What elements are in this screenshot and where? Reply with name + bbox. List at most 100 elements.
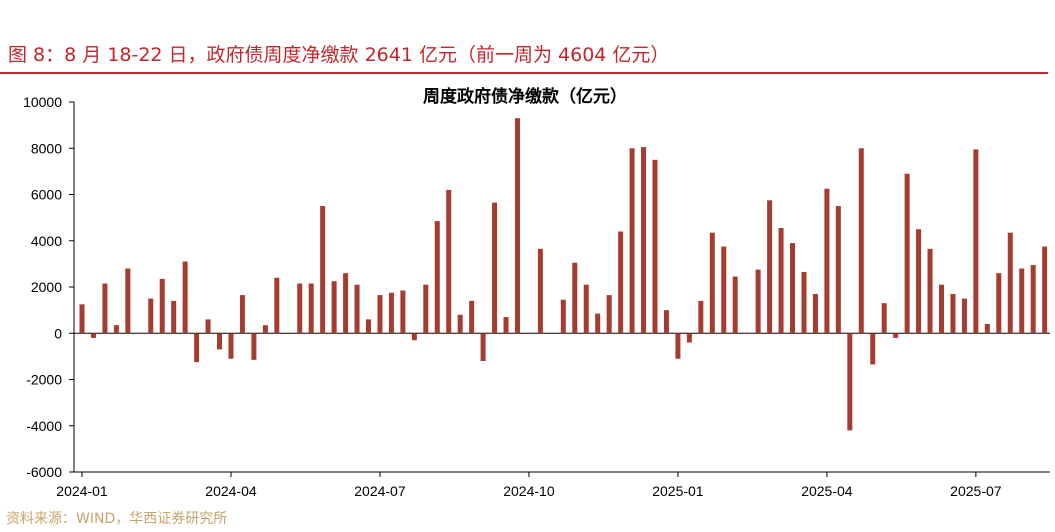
- bar: [251, 333, 257, 360]
- bar: [1019, 268, 1025, 334]
- bar: [148, 298, 154, 334]
- bar: [663, 310, 669, 334]
- bar: [79, 304, 85, 334]
- y-axis: 10000 8000 6000 4000 2000 0 -2000 -4000 -6000: [23, 94, 75, 480]
- bar: [205, 319, 211, 334]
- chart-title: 周度政府债净缴款（亿元）: [423, 86, 627, 107]
- bar: [113, 325, 119, 334]
- bar: [354, 284, 360, 334]
- bar: [1007, 232, 1013, 334]
- bar: [686, 333, 692, 343]
- bar: [320, 206, 326, 334]
- bar: [262, 325, 268, 334]
- source-note: 资料来源：WIND，华西证券研究所: [6, 511, 228, 527]
- bar: [423, 284, 429, 334]
- bar: [629, 148, 635, 334]
- bar: [125, 268, 131, 334]
- bar: [182, 261, 188, 334]
- bar: [560, 299, 566, 334]
- bar: [537, 248, 543, 334]
- bar: [469, 300, 475, 334]
- bar: [228, 333, 234, 359]
- bar: [778, 228, 784, 334]
- bar: [239, 295, 245, 334]
- x-tick-label: 2025-04: [801, 483, 853, 499]
- y-tick-label: 0: [54, 325, 62, 341]
- x-tick-label: 2024-01: [56, 483, 108, 499]
- bar: [285, 333, 291, 334]
- bar: [927, 248, 933, 334]
- bar: [503, 317, 509, 334]
- bar: [721, 246, 727, 334]
- bar: [274, 277, 280, 334]
- bar: [480, 333, 486, 361]
- bar: [102, 283, 108, 334]
- bar: [136, 333, 142, 334]
- title-rule: [0, 72, 1048, 74]
- bar: [950, 293, 956, 334]
- bar: [572, 262, 578, 334]
- x-tick-label: 2024-07: [354, 483, 406, 499]
- bar: [388, 292, 394, 334]
- x-tick-label: 2024-04: [205, 483, 257, 499]
- y-tick-label: 8000: [31, 140, 62, 156]
- bar: [870, 333, 876, 365]
- bar: [217, 333, 223, 350]
- x-tick-label: 2025-07: [950, 483, 1002, 499]
- y-tick-label: -4000: [26, 418, 62, 434]
- bar: [881, 303, 887, 334]
- bar: [343, 273, 349, 334]
- bar: [812, 293, 818, 334]
- bar-chart: 周度政府债净缴款（亿元） 10000 8000 6000 4000 2000 0 -2000…: [23, 86, 1050, 499]
- bar: [744, 333, 750, 334]
- x-axis: 2024-01 2024-04 2024-07 2024-10 2025-01 2025-…: [56, 332, 1050, 499]
- bar: [996, 273, 1002, 334]
- x-tick-label: 2025-01: [652, 483, 704, 499]
- bar: [824, 188, 830, 334]
- x-tick-label: 2024-10: [503, 483, 555, 499]
- bar: [297, 283, 303, 334]
- bar: [492, 202, 498, 334]
- bar: [159, 278, 165, 334]
- bar: [767, 200, 773, 334]
- bar: [916, 229, 922, 334]
- bar: [641, 147, 647, 334]
- bar: [366, 319, 371, 334]
- bar: [457, 314, 463, 334]
- bar: [90, 333, 96, 338]
- bar: [709, 232, 715, 334]
- bar: [618, 231, 624, 334]
- y-tick-label: -6000: [26, 464, 62, 480]
- bar: [835, 206, 841, 334]
- y-tick-label: 10000: [23, 94, 62, 110]
- bar: [961, 298, 967, 334]
- bar: [904, 173, 910, 334]
- bar: [194, 333, 200, 363]
- bar: [377, 295, 383, 334]
- bar: [446, 189, 452, 334]
- bar: [331, 281, 337, 334]
- bar: [790, 243, 796, 334]
- bar: [732, 276, 738, 334]
- figure-title: 图 8：8 月 18-22 日，政府债周度净缴款 2641 亿元（前一周为 46…: [8, 44, 670, 66]
- bar: [858, 148, 864, 334]
- bar: [606, 295, 612, 334]
- bar: [434, 221, 440, 334]
- bar: [171, 300, 177, 334]
- bar: [549, 333, 555, 334]
- bar: [411, 333, 417, 341]
- bar: [400, 290, 406, 334]
- bar: [893, 333, 899, 338]
- bar: [973, 149, 979, 334]
- y-tick-label: 2000: [31, 279, 62, 295]
- bar: [801, 271, 807, 334]
- bar: [939, 284, 944, 334]
- bar: [984, 324, 990, 334]
- bar: [308, 283, 314, 334]
- bar: [652, 159, 658, 334]
- bar: [675, 333, 681, 359]
- bar: [1030, 265, 1036, 334]
- bar: [755, 269, 761, 334]
- bar: [595, 313, 601, 334]
- y-tick-label: 6000: [31, 187, 62, 203]
